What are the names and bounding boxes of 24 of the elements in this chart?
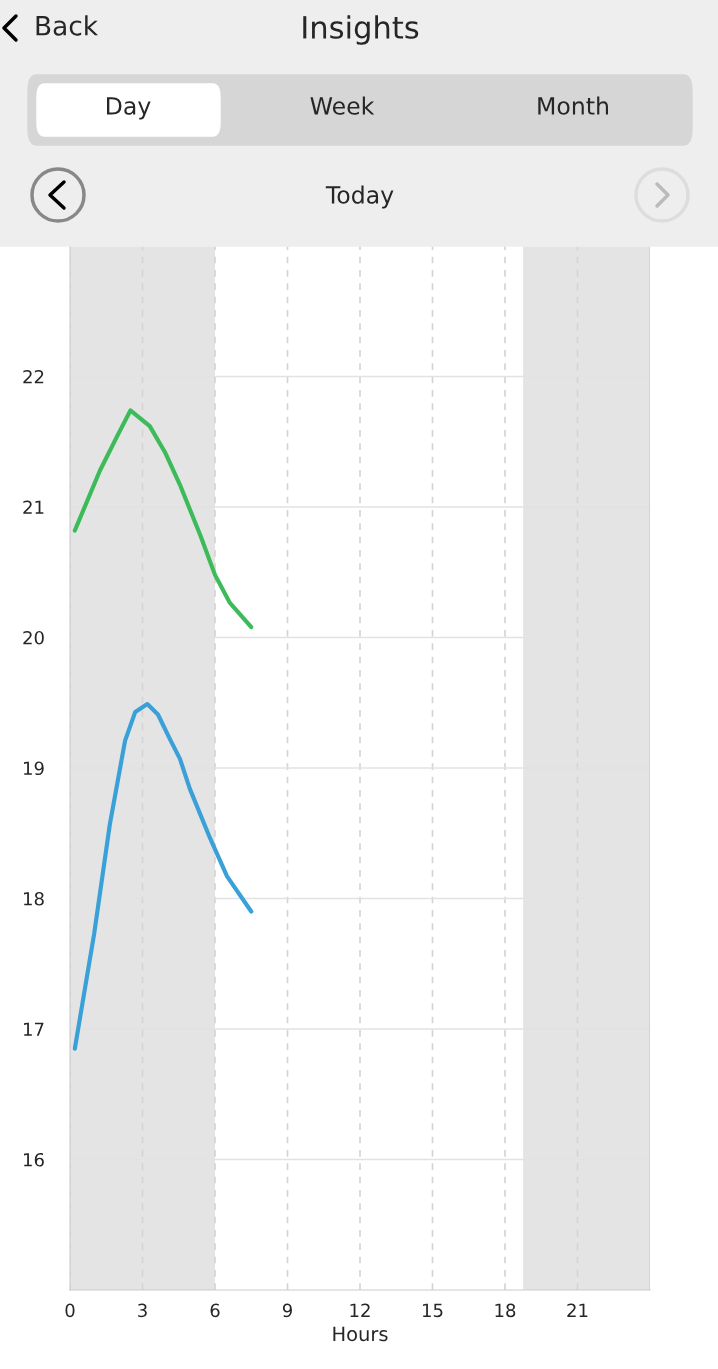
text: Back — [36, 15, 98, 36]
x-tick-label: 0 — [65, 1303, 75, 1318]
chart-subtitle: Today — [325, 185, 394, 209]
y-tick-label: 17 — [24, 1022, 44, 1036]
x-tick-label: 21 — [567, 1303, 588, 1317]
text: Month — [538, 96, 608, 115]
y-tick-label: 22 — [23, 369, 44, 384]
text: Day — [107, 97, 151, 120]
x-tick-label: 18 — [495, 1303, 516, 1318]
x-axis-title: Hours — [333, 1326, 388, 1342]
x-tick-label: 3 — [138, 1303, 147, 1318]
y-tick-label: 18 — [24, 891, 44, 906]
line-series — [72, 701, 254, 1051]
line-series — [72, 408, 254, 630]
y-tick-label: 21 — [23, 500, 44, 514]
text: Week — [310, 96, 375, 115]
x-tick-label: 12 — [350, 1303, 370, 1317]
y-tick-label: 20 — [23, 630, 44, 645]
chart-title: Insights — [303, 15, 419, 45]
y-tick-label: 16 — [24, 1152, 44, 1167]
x-tick-label: 6 — [210, 1303, 220, 1318]
x-tick-label: 9 — [282, 1303, 292, 1318]
x-tick-label: 15 — [423, 1303, 443, 1318]
y-tick-label: 19 — [24, 761, 44, 776]
